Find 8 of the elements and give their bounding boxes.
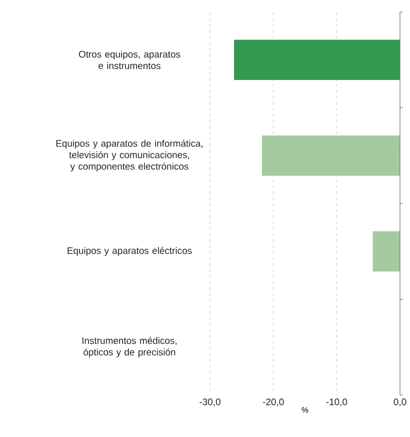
y-tick-label: Equipos y aparatos eléctricos — [68, 246, 192, 256]
y-tick-label: Equipos y aparatos de informática, televisión y comunicaciones, y componentes electrónicos — [56, 140, 203, 172]
x-tick-label: -10,0 — [326, 398, 348, 406]
x-tick-label: -30,0 — [200, 398, 220, 406]
x-tick-label: -20,0 — [262, 398, 284, 406]
y-tick-label: Otros equipos, aparatos e instrumentos — [78, 50, 180, 70]
x-tick-label: 0,0 — [394, 398, 406, 406]
y-tick-label: Instrumentos médicos, ópticos y de precisión — [82, 336, 176, 358]
